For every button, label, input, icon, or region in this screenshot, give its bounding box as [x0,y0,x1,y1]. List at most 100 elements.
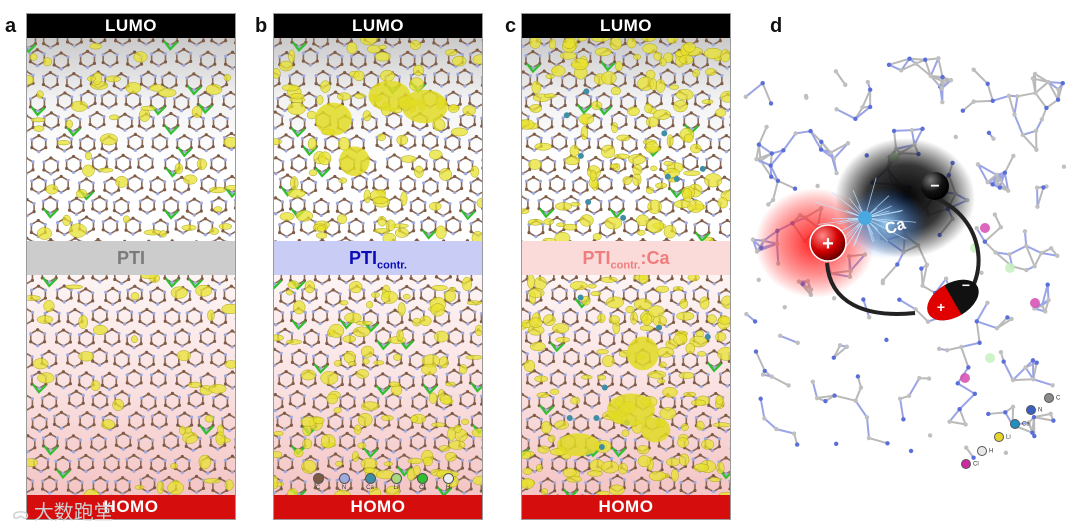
atom [522,171,525,176]
ca-atom [699,165,706,172]
atom [152,319,156,324]
atom [335,478,339,482]
atom [284,385,288,390]
atom [209,435,213,439]
atom [447,319,451,323]
atom [531,65,535,70]
atom [274,196,278,200]
atom [72,349,77,353]
atom [61,328,66,332]
atom [210,200,214,204]
atom [31,73,35,77]
cl-bond [292,41,307,52]
atom [522,408,524,413]
atom [110,469,114,474]
atom [376,277,380,281]
atom [103,457,107,462]
legend-text: C [315,485,321,491]
atom [138,207,142,211]
ring [139,308,155,327]
atom [470,160,475,164]
atom [528,74,532,78]
orbital-lobe-large [314,102,352,136]
ring [705,154,722,173]
atom [277,81,281,86]
atom [92,61,97,65]
atom [78,423,82,427]
atom [681,80,685,84]
orbital-lobe [78,315,88,329]
atom [380,48,384,52]
legend-text: Li [393,485,399,491]
atom [705,311,709,315]
atom [447,339,451,343]
orbital-lobe [683,170,701,176]
ring [128,412,145,430]
atom [146,392,151,396]
atom [70,95,74,99]
orbital-lobe [62,214,72,227]
atom [114,147,118,151]
atom [37,429,42,433]
ring [620,371,637,390]
atom [170,170,174,174]
atom [138,319,142,324]
ring [302,48,319,67]
orbital-lobe [351,450,360,462]
orbital-lobe [578,113,595,125]
atom [307,176,311,180]
orbital-lobe [338,177,348,184]
atom [403,429,407,433]
atom [542,85,546,89]
atom [224,82,229,87]
atom [67,200,72,204]
atom [223,374,228,378]
atom [163,373,167,377]
atom [206,300,210,304]
atom [121,169,125,173]
atom [30,487,35,491]
atom [392,349,396,353]
atom [224,320,228,324]
atom [66,353,70,357]
ring [274,307,284,326]
cl-bond [43,208,58,219]
atom [194,43,199,47]
atom [622,229,627,233]
atom [326,42,330,46]
atom [35,64,39,68]
atom [398,396,402,400]
atom [163,354,167,359]
atom [213,54,217,58]
atom [114,94,118,98]
atom [435,135,439,139]
atom [126,144,131,148]
atom [115,416,119,420]
atom [103,188,107,192]
orbital-lobe [407,457,423,465]
atom [471,436,476,440]
ring [278,370,294,389]
atom [573,338,577,342]
atom [433,445,437,449]
orbital-lobe [466,300,482,306]
atom [124,228,128,232]
atom [587,338,591,342]
ring [537,113,553,132]
atom [210,94,214,99]
atom [433,72,437,76]
atom [324,300,328,304]
atom [85,411,89,415]
atom [379,174,383,178]
atom [144,42,148,47]
atom [189,373,193,378]
ring [117,113,133,132]
orbital-lobe [342,335,356,343]
atom [646,331,650,335]
orbital-lobe [378,44,387,50]
ring [433,69,450,87]
atom [125,342,129,346]
lumo-label: LUMO [274,14,482,38]
legend-item-n: N [338,473,350,491]
orbital-lobe [187,381,202,388]
